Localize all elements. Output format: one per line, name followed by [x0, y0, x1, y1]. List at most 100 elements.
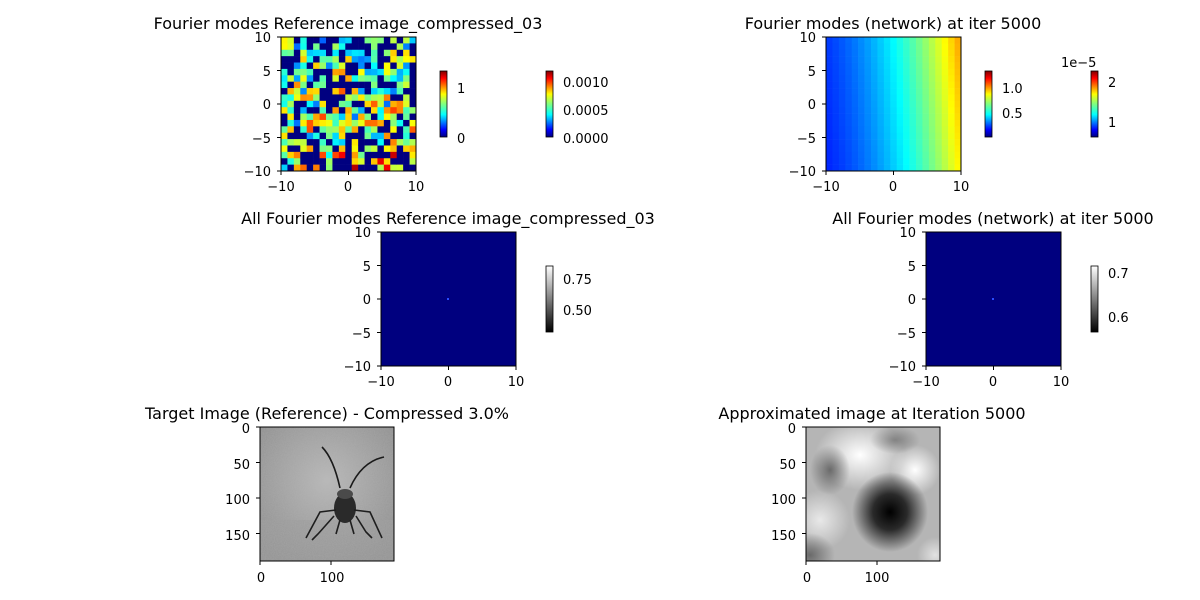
- p1-cell: [326, 75, 333, 82]
- p2-colorbar-a: [984, 70, 993, 138]
- p1-cell: [338, 145, 346, 153]
- p1-cell: [300, 151, 308, 159]
- p1-cell: [313, 75, 320, 82]
- p2-cell: [845, 56, 853, 63]
- p2-ytick-10: 10: [799, 31, 816, 46]
- p2-cell: [941, 94, 949, 102]
- p2-cell: [916, 62, 923, 70]
- p1-cell: [326, 164, 333, 172]
- p1-cell: [403, 62, 410, 70]
- p2-cell: [941, 49, 949, 57]
- p2-cell: [935, 100, 943, 108]
- p2-cell: [883, 62, 891, 70]
- p5-xtick-0: 0: [257, 571, 265, 586]
- p2-cell: [858, 56, 865, 63]
- p2-cell: [851, 56, 859, 63]
- p1-cell: [351, 164, 359, 172]
- p2-cell: [826, 126, 833, 134]
- p1-cell: [306, 81, 314, 89]
- p1-cell: [403, 88, 410, 95]
- p3-colorbar: [545, 265, 554, 333]
- p1-cell: [371, 43, 378, 51]
- p4-colorbar: [1090, 265, 1099, 333]
- p2-cell: [948, 164, 955, 172]
- p2-cell: [948, 107, 955, 114]
- p2-cell: [909, 145, 917, 153]
- p1-cell: [371, 119, 378, 127]
- p2-cell: [838, 158, 846, 165]
- p2-cell: [858, 139, 865, 146]
- p2-cell: [858, 126, 865, 134]
- p1-cell: [293, 126, 301, 134]
- p2-cell: [922, 75, 930, 82]
- p1-cell: [383, 107, 391, 114]
- p1-cell: [351, 81, 359, 89]
- p1-cell: [319, 37, 327, 44]
- p2-cell: [916, 145, 923, 153]
- p1-cell: [326, 37, 333, 44]
- p2-cell: [883, 164, 891, 172]
- p1-cell: [396, 43, 404, 51]
- p1-cell: [383, 88, 391, 95]
- p2-cell: [838, 75, 846, 82]
- p1-cell: [300, 164, 308, 172]
- p2-cell: [941, 62, 949, 70]
- p1-cell: [383, 113, 391, 121]
- p2-cell: [909, 75, 917, 82]
- p1-cell: [293, 56, 301, 63]
- p2-cell: [883, 81, 891, 89]
- p2-cell: [941, 68, 949, 76]
- p1-cell: [396, 126, 404, 134]
- p2-cell: [922, 81, 930, 89]
- p2-cell: [864, 94, 872, 102]
- p2-cell: [903, 81, 910, 89]
- panel1-title: Fourier modes Reference image_compressed…: [154, 14, 543, 34]
- p1-cell: [396, 49, 404, 57]
- p2-cell: [845, 37, 853, 44]
- p1-cell: [287, 164, 295, 172]
- p2-cell: [832, 94, 840, 102]
- p2-cell: [928, 100, 936, 108]
- p2-cell: [877, 62, 885, 70]
- p1-cell: [293, 145, 301, 153]
- p2-cell: [871, 68, 878, 76]
- p2-cell: [935, 139, 943, 146]
- p1-cell: [306, 145, 314, 153]
- p2-cell: [883, 132, 891, 140]
- p2-cell: [954, 94, 962, 102]
- p1-cell: [338, 75, 346, 82]
- p2-cell: [935, 81, 943, 89]
- p2-cell: [935, 49, 943, 57]
- p1-cell: [287, 126, 295, 134]
- panel5-axes: 0 50 100 150 0 100: [225, 422, 344, 586]
- p1-cell: [300, 37, 308, 44]
- p2-cell: [896, 49, 904, 57]
- p1-cell: [377, 158, 385, 165]
- p1-cell: [390, 158, 398, 165]
- p1-cell: [383, 62, 391, 70]
- p1-cell: [319, 75, 327, 82]
- p1-cell: [319, 81, 327, 89]
- p2-cell: [948, 139, 955, 146]
- p1-cell: [364, 56, 372, 63]
- p2-cell: [954, 139, 962, 146]
- p1-cell: [396, 68, 404, 76]
- p2-cell: [851, 94, 859, 102]
- p2-cell: [903, 158, 910, 165]
- p2-cell: [928, 107, 936, 114]
- p2-cell: [903, 100, 910, 108]
- p1-cell: [396, 119, 404, 127]
- p2-cell: [928, 145, 936, 153]
- p1-cell: [377, 164, 385, 172]
- p2-cell: [948, 88, 955, 95]
- p2-cell: [826, 49, 833, 57]
- p1-cell: [319, 68, 327, 76]
- p1-cell: [390, 164, 398, 172]
- p1-cell: [338, 88, 346, 95]
- p2-cell: [922, 100, 930, 108]
- p1-cell: [358, 100, 365, 108]
- p2-cell: [916, 43, 923, 51]
- p1-cell: [319, 145, 327, 153]
- p2-cell: [877, 164, 885, 172]
- p2-cell: [954, 119, 962, 127]
